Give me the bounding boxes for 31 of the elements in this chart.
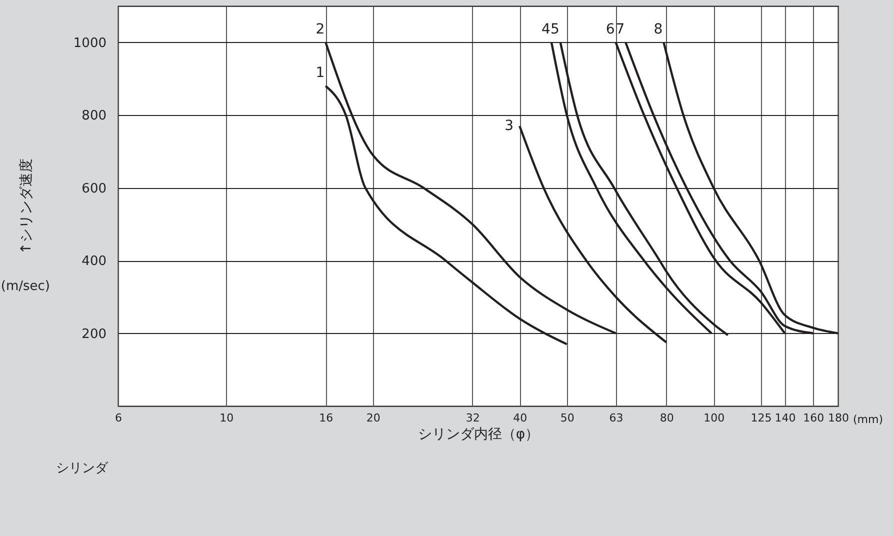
x-tick-label: 80 — [660, 412, 674, 424]
text: (mm) — [853, 413, 884, 426]
x-tick-label: 160 — [803, 412, 824, 424]
x-tick-label: 63 — [609, 412, 624, 424]
y-tick-label: 1000 — [73, 36, 106, 51]
series-label: 4 — [542, 21, 551, 38]
x-tick-label: 40 — [513, 412, 528, 424]
text: シリンダ — [56, 461, 109, 476]
series-label: 8 — [654, 21, 663, 38]
x-tick-label: 50 — [560, 412, 574, 424]
series-label: 1 — [316, 65, 325, 81]
x-tick-label: 140 — [774, 412, 796, 424]
x-tick-label: 100 — [704, 412, 725, 424]
x-tick-label: 6 — [115, 412, 122, 424]
x-tick-label: 125 — [750, 412, 772, 424]
x-axis-title: シリンダ内径（φ） — [418, 426, 540, 442]
x-tick-label: 180 — [828, 412, 849, 424]
series-label: 2 — [316, 21, 325, 38]
y-axis-title: ↑シリンダ速度 — [18, 158, 34, 254]
x-tick-label: 16 — [319, 412, 334, 424]
y-tick-label: 600 — [82, 181, 106, 196]
text: (m/sec) — [0, 279, 50, 294]
x-tick-label: 20 — [366, 412, 380, 424]
series-label: 3 — [504, 118, 514, 134]
x-tick-label: 32 — [466, 412, 480, 424]
y-tick-label: 800 — [82, 108, 106, 124]
series-label: 5 — [550, 21, 560, 38]
y-tick-label: 200 — [82, 326, 106, 342]
series-label: 6 — [606, 21, 615, 38]
x-tick-label: 10 — [220, 412, 234, 424]
y-tick-label: 400 — [82, 254, 106, 270]
